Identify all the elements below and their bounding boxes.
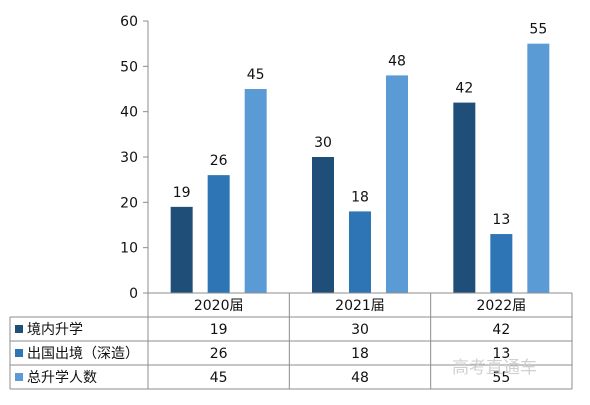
y-tick-label: 20 <box>120 195 138 211</box>
bar-value-label: 42 <box>455 81 473 97</box>
watermark: 高考直通车 <box>452 358 537 378</box>
legend-label: 总升学人数 <box>27 370 97 386</box>
y-tick-label: 0 <box>129 286 138 302</box>
bar <box>490 234 513 293</box>
y-tick-label: 10 <box>120 241 138 257</box>
legend-swatch <box>15 325 23 333</box>
y-tick-label: 40 <box>120 105 138 121</box>
bar <box>349 211 371 293</box>
bar <box>207 175 230 293</box>
table-cell: 55 <box>492 370 510 386</box>
bar-value-label: 19 <box>173 185 191 201</box>
bar-value-label: 48 <box>388 53 406 69</box>
y-tick-label: 60 <box>120 14 138 30</box>
table-cell: 18 <box>351 346 369 362</box>
bar-value-label: 18 <box>351 189 369 205</box>
table-cell: 30 <box>351 322 369 338</box>
bar <box>453 102 476 293</box>
legend-swatch <box>15 349 23 357</box>
table-cell: 13 <box>492 346 510 362</box>
bar <box>312 157 334 293</box>
bar-value-label: 55 <box>529 22 547 38</box>
y-tick-label: 30 <box>120 150 138 166</box>
bar <box>527 43 550 293</box>
bar-value-label: 13 <box>492 212 510 228</box>
table-cell: 19 <box>210 322 228 338</box>
bar-labels: 19 26 45 30 18 48 42 13 55 <box>173 22 547 228</box>
bar <box>386 75 408 294</box>
bar-value-label: 45 <box>247 67 265 83</box>
x-category-label: 2021届 <box>335 298 385 314</box>
legend-label: 境内升学 <box>27 322 83 338</box>
bar <box>170 206 193 293</box>
table-cell: 48 <box>351 370 369 386</box>
y-axis: 0 10 20 30 40 50 60 <box>120 14 149 302</box>
bars <box>170 43 550 294</box>
legend-swatch <box>15 373 23 381</box>
x-category-label: 2022届 <box>477 298 527 314</box>
bar-value-label: 26 <box>210 153 228 169</box>
table-cell: 26 <box>210 346 228 362</box>
table-cell: 42 <box>492 322 510 338</box>
bar <box>244 89 267 293</box>
x-category-label: 2020届 <box>194 298 244 314</box>
table-cell: 45 <box>210 370 228 386</box>
legend-label: 出国出境（深造） <box>27 346 139 362</box>
bar-value-label: 30 <box>314 135 332 151</box>
y-tick-label: 50 <box>120 59 138 75</box>
